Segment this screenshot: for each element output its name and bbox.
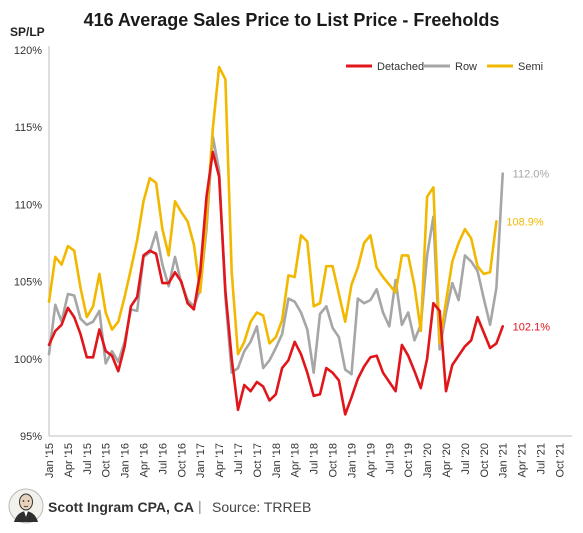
x-tick-label: Jul '17 xyxy=(233,443,245,474)
x-tick-label: Jul '21 xyxy=(535,443,547,474)
x-tick-label: Jul '16 xyxy=(157,443,169,474)
x-tick-label: Apr '20 xyxy=(441,443,453,478)
x-tick-label: Jan '17 xyxy=(195,443,207,478)
x-tick-label: Jul '20 xyxy=(460,443,472,474)
footer: Scott Ingram CPA, CA | Source: TRREB xyxy=(0,484,583,533)
line-chart: SP/LP 95% 100% 105% 110% 115% 120% Jan '15 Apr … xyxy=(10,25,572,478)
x-tick-label: Apr '19 xyxy=(365,443,377,478)
x-tick-label: Apr '18 xyxy=(290,443,302,478)
end-label-detached: 102.1% xyxy=(513,321,551,333)
x-tick-label: Jan '18 xyxy=(271,443,283,478)
y-tick-label: 110% xyxy=(15,199,43,211)
chart-title: 416 Average Sales Price to List Price - … xyxy=(83,10,500,30)
x-tick-label: Jan '20 xyxy=(422,443,434,478)
footer-separator: | xyxy=(198,498,202,514)
x-tick-label: Apr '15 xyxy=(63,443,75,478)
x-tick-label: Jan '16 xyxy=(120,443,132,478)
legend-label-row: Row xyxy=(455,61,477,73)
x-tick-label: Apr '16 xyxy=(139,443,151,478)
footer-author: Scott Ingram CPA, CA xyxy=(48,499,194,515)
x-tick-label: Oct '19 xyxy=(403,443,415,478)
x-tick-label: Oct '15 xyxy=(101,443,113,478)
x-tick-label: Oct '20 xyxy=(479,443,491,478)
x-tick-label: Oct '21 xyxy=(554,443,566,478)
y-tick-label: 105% xyxy=(14,277,42,289)
end-label-row: 112.0% xyxy=(513,169,550,181)
series-line-detached xyxy=(47,150,505,416)
x-tick-label: Oct '16 xyxy=(176,443,188,478)
y-tick-label: 100% xyxy=(14,354,42,366)
y-axis-label: SP/LP xyxy=(10,25,45,39)
x-tick-label: Apr '21 xyxy=(517,443,529,478)
x-tick-label: Jan '15 xyxy=(44,443,56,478)
legend-label-detached: Detached xyxy=(377,61,424,73)
legend-label-semi: Semi xyxy=(518,61,543,73)
author-avatar xyxy=(8,488,44,524)
y-tick-label: 95% xyxy=(20,431,42,443)
x-tick-label: Jan '19 xyxy=(346,443,358,478)
x-tick-label: Jan '21 xyxy=(498,443,510,478)
series-line-semi xyxy=(47,65,498,356)
x-tick-label: Apr '17 xyxy=(214,443,226,478)
x-tick-label: Oct '18 xyxy=(328,443,340,478)
x-tick-label: Jul '18 xyxy=(309,443,321,474)
x-tick-label: Oct '17 xyxy=(252,443,264,478)
y-tick-label: 120% xyxy=(14,45,42,57)
end-label-semi: 108.9% xyxy=(506,216,544,228)
x-tick-label: Jul '15 xyxy=(82,443,94,474)
footer-source: Source: TRREB xyxy=(212,499,312,515)
x-tick-label: Jul '19 xyxy=(384,443,396,474)
y-tick-label: 115% xyxy=(15,122,43,134)
legend: Detached Row Semi xyxy=(346,61,543,73)
